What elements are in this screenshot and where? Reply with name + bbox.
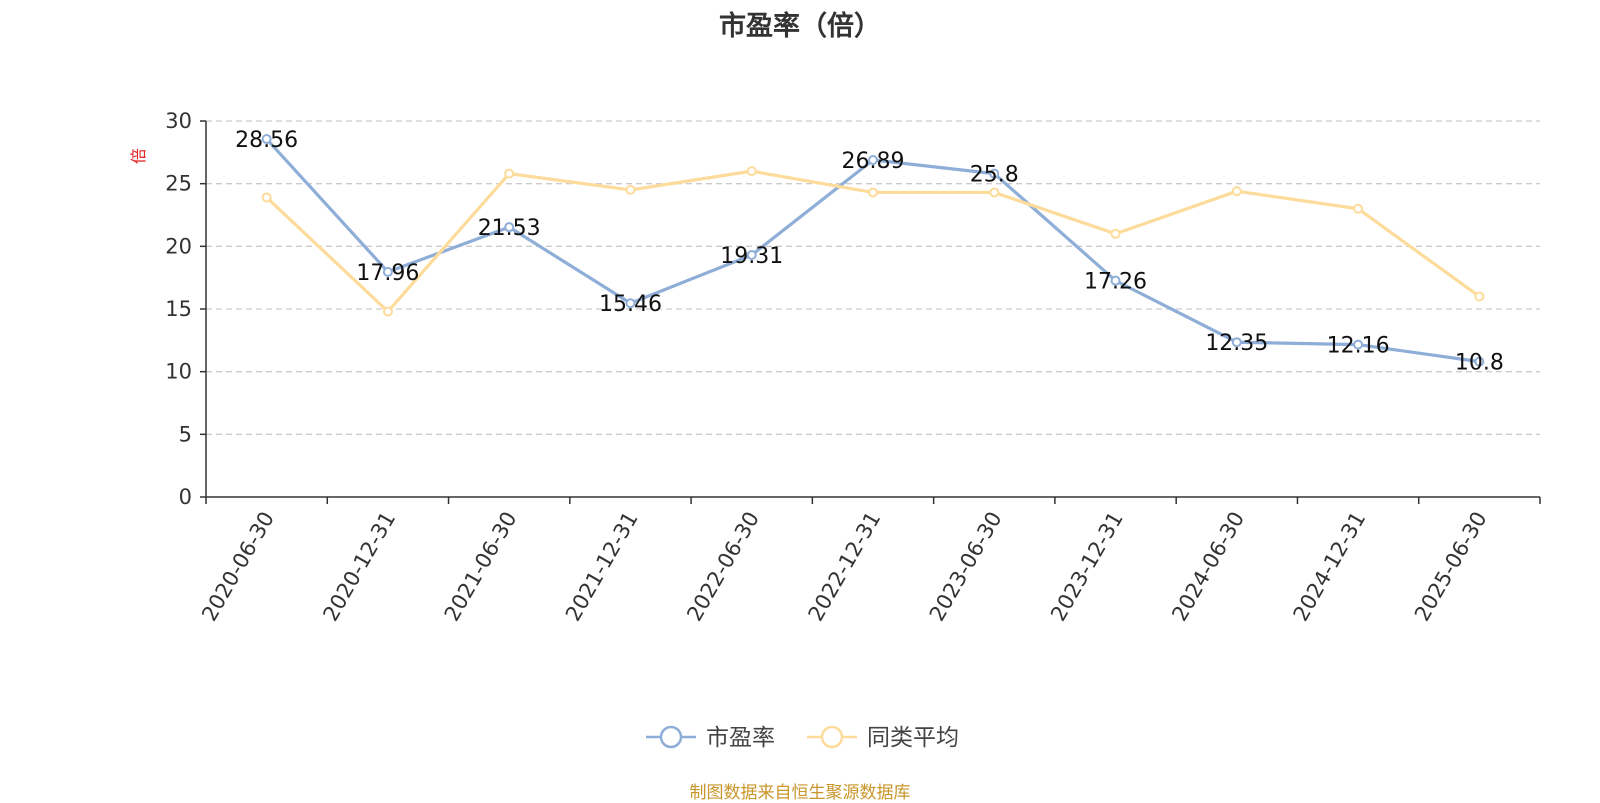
legend-label: 市盈率 <box>706 725 775 751</box>
x-tick-label: 2020-12-31 <box>318 507 400 625</box>
data-label: 17.96 <box>356 261 419 286</box>
legend-item-2: 同类平均 <box>807 725 959 751</box>
data-point <box>1474 356 1485 367</box>
grid-lines <box>206 120 1540 435</box>
series <box>261 134 1485 367</box>
data-point <box>382 306 393 317</box>
data-point <box>746 249 757 260</box>
x-tick-label: 2025-06-30 <box>1410 508 1492 626</box>
legend: 市盈率 同类平均 <box>646 725 959 751</box>
data-point <box>868 187 878 198</box>
x-tick-label: 2022-12-31 <box>804 508 886 626</box>
x-tick-label: 2022-06-30 <box>682 508 764 626</box>
x-tick-label: 2023-06-30 <box>925 508 1007 626</box>
data-point <box>261 192 272 203</box>
data-point <box>1231 337 1242 348</box>
data-point <box>261 134 272 145</box>
y-tick-label: 5 <box>179 422 192 446</box>
data-label: 21.53 <box>478 216 541 241</box>
y-tick-label: 30 <box>165 109 192 133</box>
y-axis-label: 倍 <box>129 148 148 164</box>
x-tick-label: 2021-06-30 <box>440 508 522 626</box>
x-tick-label: 2023-12-31 <box>1046 508 1128 626</box>
data-label: 28.56 <box>235 128 298 153</box>
data-point <box>504 168 515 179</box>
data-point <box>868 154 878 165</box>
data-label: 17.26 <box>1084 270 1147 295</box>
data-label: 15.46 <box>599 292 662 317</box>
data-label: 12.16 <box>1327 334 1390 359</box>
data-labels: 28.56 17.96 21.53 15.46 19.31 26.89 25.8 17.26 1… <box>235 128 1504 376</box>
data-point <box>1110 275 1121 286</box>
data-point <box>1231 186 1242 197</box>
legend-item-1: 市盈率 <box>646 725 775 751</box>
data-point <box>989 187 1000 198</box>
chart-title: 市盈率（倍） <box>719 11 881 42</box>
data-label: 25.8 <box>970 163 1019 188</box>
data-point <box>625 298 636 309</box>
x-tick-label: 2020-06-30 <box>197 508 279 626</box>
data-label: 10.8 <box>1455 351 1504 376</box>
data-label: 12.35 <box>1205 331 1268 356</box>
data-point <box>625 184 636 195</box>
legend-marker <box>659 725 683 749</box>
x-tick-label: 2021-12-31 <box>561 508 643 626</box>
data-point <box>1353 203 1364 214</box>
data-point <box>1353 339 1364 350</box>
y-tick-label: 20 <box>165 234 192 258</box>
y-tick-label: 10 <box>165 360 192 384</box>
x-tick-label: 2024-06-30 <box>1167 508 1249 626</box>
y-tick-label: 25 <box>165 172 192 196</box>
x-tick-label: 2024-12-31 <box>1289 508 1371 626</box>
source-note: 制图数据来自恒生聚源数据库 <box>689 783 911 803</box>
legend-marker <box>820 725 844 749</box>
data-point <box>1110 228 1121 239</box>
data-label: 19.31 <box>720 244 783 269</box>
data-point <box>746 166 757 177</box>
y-tick-label: 15 <box>165 297 192 321</box>
data-point <box>1474 291 1485 302</box>
data-point <box>989 168 1000 179</box>
data-point <box>382 266 393 277</box>
legend-label: 同类平均 <box>867 725 959 751</box>
y-tick-label: 0 <box>179 485 192 509</box>
data-point <box>504 222 515 233</box>
data-label: 26.89 <box>842 149 905 174</box>
